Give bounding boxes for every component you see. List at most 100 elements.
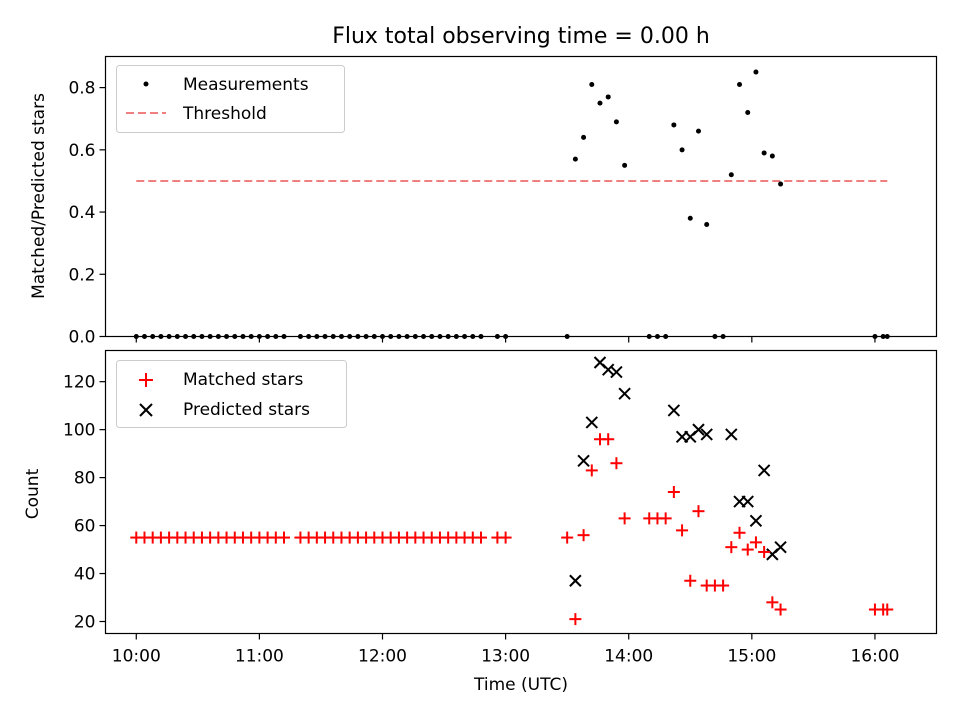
measurement-point (297, 334, 303, 339)
measurement-point (737, 82, 743, 87)
top-legend: Measurements Threshold (116, 65, 345, 133)
measurement-point (769, 153, 775, 159)
matched-point (610, 457, 623, 470)
measurement-point (404, 334, 410, 339)
x-tick-label: 10:00 (112, 647, 161, 667)
bottom-panel: 20 40 60 80 100 120 10:00 11:00 12:00 13:00 14:00… (23, 349, 938, 695)
measurement-point (597, 100, 603, 106)
matched-point (766, 596, 779, 609)
measurement-point (478, 334, 484, 339)
measurement-point (150, 334, 156, 339)
measurement-point (872, 334, 878, 339)
measurement-point (330, 334, 336, 339)
matched-point (692, 505, 705, 518)
matched-point (774, 603, 787, 616)
measurement-point (256, 334, 262, 339)
legend-threshold-label: Threshold (182, 104, 267, 124)
top-y-tick-label: 0.2 (68, 265, 95, 285)
top-x-axis (135, 336, 876, 343)
measurement-point (745, 110, 751, 115)
matched-point (881, 603, 894, 616)
top-legend-box (116, 65, 345, 133)
x-tick-label: 11:00 (235, 647, 284, 667)
bottom-x-axis: 10:00 11:00 12:00 13:00 14:00 15:00 16:00 (112, 633, 899, 667)
matched-point (602, 433, 615, 446)
measurement-point (281, 334, 287, 339)
predicted-point (692, 423, 705, 436)
measurement-point (322, 334, 328, 339)
measurement-point (273, 334, 279, 339)
top-y-tick-label: 0.8 (68, 79, 95, 99)
matched-point (499, 531, 512, 544)
measurement-point (429, 334, 435, 339)
measurement-point (671, 122, 677, 128)
measurement-point (380, 334, 385, 339)
predicted-point (757, 464, 771, 477)
predicted-point (667, 404, 681, 417)
measurement-point (265, 334, 271, 339)
measurement-point (388, 334, 394, 339)
measurement-point (654, 334, 660, 339)
top-y-tick-label: 0.4 (68, 203, 95, 223)
predicted-point (601, 363, 615, 376)
predicted-point (610, 365, 623, 379)
measurement-point (158, 334, 164, 339)
x-tick-label: 15:00 (727, 647, 776, 667)
measurement-point (199, 334, 205, 339)
measurement-point (363, 334, 369, 339)
matched-point (733, 526, 746, 539)
matched-point (725, 541, 738, 554)
measurement-point (564, 334, 570, 339)
matched-point (659, 512, 672, 525)
matched-point (561, 531, 574, 544)
x-tick-label: 14:00 (604, 647, 653, 667)
measurement-point (437, 334, 443, 339)
measurement-point (462, 334, 468, 339)
top-y-tick-label: 0.0 (68, 328, 95, 348)
measurement-point (207, 334, 213, 339)
matched-point (569, 613, 582, 626)
legend-predicted-label: Predicted stars (183, 400, 310, 420)
top-y-tick-label: 0.6 (68, 141, 95, 161)
measurement-point (646, 334, 652, 339)
bottom-y-axis-label: Count (23, 468, 43, 519)
measurement-point (613, 119, 619, 125)
measurement-point (445, 334, 451, 339)
measurement-point (347, 334, 353, 339)
matched-point (278, 531, 291, 544)
measurement-point (306, 334, 312, 339)
bottom-plot-marks (130, 356, 894, 626)
measurement-point (338, 334, 344, 339)
legend-predicted-marker (139, 403, 153, 417)
legend-measurements-marker (143, 81, 149, 87)
matched-point (684, 574, 697, 587)
predicted-point (749, 514, 763, 527)
measurement-point (679, 147, 685, 153)
matched-point (758, 545, 771, 558)
measurement-point (396, 334, 402, 339)
measurement-point (884, 334, 890, 339)
measurement-point (355, 334, 361, 339)
predicted-point (577, 454, 590, 468)
legend-matched-marker (139, 373, 153, 387)
predicted-point (585, 416, 598, 429)
measurement-point (174, 334, 180, 339)
measurement-point (663, 334, 669, 339)
predicted-point (774, 540, 787, 554)
x-axis-label: Time (UTC) (473, 675, 568, 695)
matched-point (717, 579, 730, 592)
matched-point (667, 486, 680, 498)
top-y-axis-label: Matched/Predicted stars (29, 93, 49, 299)
measurement-point (240, 334, 246, 339)
measurement-point (581, 134, 587, 140)
measurement-point (761, 150, 767, 156)
bottom-y-tick-label: 20 (74, 613, 96, 633)
legend-matched-label: Matched stars (183, 370, 303, 390)
legend-measurements-label: Measurements (183, 75, 309, 95)
measurement-point (248, 334, 254, 339)
measurement-point (753, 69, 759, 75)
bottom-y-tick-label: 80 (74, 469, 96, 489)
measurement-point (880, 334, 886, 339)
matched-point (618, 512, 631, 525)
bottom-plot-frame (104, 349, 938, 635)
